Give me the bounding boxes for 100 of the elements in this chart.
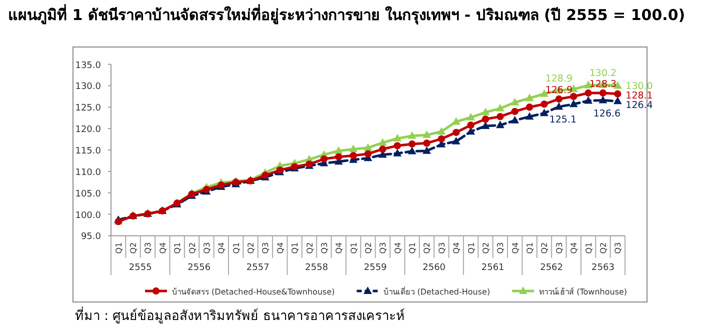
point [496, 112, 504, 120]
point [584, 96, 592, 104]
x-tick-label: Q1 [584, 242, 594, 254]
point [481, 122, 490, 130]
point [569, 100, 578, 108]
x-tick-label: Q4 [570, 242, 579, 254]
x-tick-label: Q1 [526, 242, 535, 254]
point [584, 89, 592, 97]
x-tick-label: Q2 [364, 242, 373, 254]
point [335, 153, 342, 160]
legend-label: บ้านเดี่ยว (Detached-House) [384, 286, 490, 296]
x-tick-label: Q2 [188, 242, 197, 254]
x-tick-label: Q2 [422, 242, 432, 254]
point [393, 134, 402, 142]
point [496, 104, 504, 112]
y-tick-label: 125.0 [75, 104, 102, 114]
point [525, 112, 534, 120]
x-tick-label: Q2 [305, 242, 314, 254]
x-tick-label: Q4 [510, 242, 520, 254]
y-tick-label: 110.0 [75, 168, 102, 178]
point [408, 140, 416, 148]
y-tick-label: 95.0 [80, 232, 102, 242]
x-tick-label: Q1 [408, 242, 418, 254]
point [350, 152, 357, 160]
point [349, 144, 358, 152]
x-tick-label: Q4 [393, 242, 402, 254]
point [496, 120, 504, 128]
point [379, 146, 386, 153]
point [393, 148, 402, 156]
point [540, 108, 548, 116]
point [614, 90, 622, 98]
point [422, 130, 431, 138]
text: 2561 [481, 263, 504, 273]
x-tick-label: Q1 [114, 242, 124, 254]
text: 2563 [592, 263, 614, 273]
point [554, 102, 564, 110]
x-tick-label: Q4 [452, 242, 462, 254]
point [334, 146, 343, 154]
text: 2555 [128, 263, 152, 273]
point [510, 98, 520, 106]
x-tick-label: Q2 [540, 242, 550, 254]
point [364, 150, 372, 158]
x-tick-label: Q4 [217, 242, 226, 254]
data-label: 128.1 [626, 90, 653, 102]
point [394, 142, 401, 150]
x-tick-label: Q1 [290, 242, 300, 254]
point [481, 108, 490, 116]
x-tick-label: Q3 [554, 242, 564, 254]
x-tick-label: Q3 [320, 242, 329, 254]
x-tick-label: Q3 [202, 242, 212, 254]
data-label: 126.6 [593, 108, 621, 120]
x-tick-label: Q3 [496, 242, 506, 254]
point [378, 138, 387, 146]
point [598, 96, 608, 104]
point [555, 95, 563, 103]
point [540, 100, 548, 108]
point [511, 108, 518, 116]
point [467, 122, 474, 129]
point [599, 89, 607, 97]
x-tick-label: Q3 [261, 242, 270, 254]
text: 2560 [422, 263, 446, 273]
x-tick-label: Q2 [129, 242, 138, 254]
x-tick-label: Q3 [378, 242, 388, 254]
text: ที่มา : ศูนย์ข้อมูลอสังหาริมทรัพย์ ธนาคารอาคารสงเคราะห์ [75, 307, 405, 324]
x-tick-label: Q1 [466, 242, 476, 254]
point [437, 127, 446, 135]
x-tick-label: Q2 [598, 242, 608, 254]
point [320, 155, 328, 163]
y-tick-label: 135.0 [75, 60, 102, 71]
x-tick-label: Q1 [232, 242, 241, 254]
point [452, 128, 460, 136]
point [364, 143, 372, 151]
point [408, 131, 416, 139]
text: 2556 [188, 263, 211, 273]
data-label: 128.9 [545, 73, 573, 84]
x-tick-label: Q2 [246, 242, 256, 254]
x-tick-label: Q3 [144, 242, 153, 254]
point [570, 92, 578, 100]
point [482, 116, 490, 123]
data-label: 130.2 [589, 68, 617, 79]
point [452, 136, 460, 144]
x-tick-label: Q1 [173, 242, 182, 254]
x-tick-label: Q4 [158, 242, 168, 254]
legend-label: บ้านจัดสรร (Detached-House&Townhouse) [172, 288, 335, 296]
point [408, 146, 416, 154]
y-tick-label: 115.0 [75, 146, 102, 156]
x-tick-label: Q2 [481, 242, 490, 254]
point [613, 96, 622, 104]
x-tick-label: Q3 [437, 242, 446, 254]
text: 2562 [540, 263, 564, 273]
point [510, 116, 520, 124]
point [525, 94, 534, 102]
y-tick-label: 100.0 [75, 210, 102, 221]
text: 2557 [246, 263, 270, 273]
y-tick-label: 105.0 [75, 189, 102, 200]
data-label: 126.4 [626, 100, 653, 112]
y-tick-label: 120.0 [75, 125, 102, 136]
x-tick-label: Q1 [349, 242, 358, 254]
point [526, 104, 534, 111]
text: 2559 [364, 263, 388, 273]
